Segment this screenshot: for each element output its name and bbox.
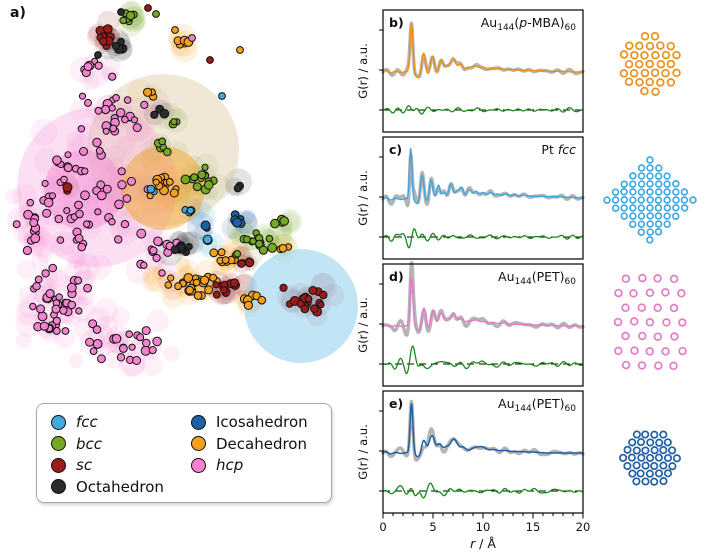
panel-frame-b xyxy=(382,9,584,133)
legend-item-bcc: bcc xyxy=(51,434,183,453)
x-tick-label-20: 20 xyxy=(576,520,591,534)
legend-item-decahedron: Decahedron xyxy=(191,434,308,453)
legend-swatch-bcc xyxy=(51,436,66,452)
panel-frame-c xyxy=(382,136,584,260)
x-tick-label-5: 5 xyxy=(429,520,436,534)
pdf-panels: b) Au144(p-MBA)60 G(r) / a.u. c) Pt fcc G(r) … xyxy=(356,9,590,551)
legend-label: hcp xyxy=(216,456,244,475)
panel-label-d: d) xyxy=(389,269,404,284)
y-axis-label-e: G(r) / a.u. xyxy=(356,424,370,479)
legend-item-octahedron: Octahedron xyxy=(51,477,183,496)
panel-e: e) Au144(PET)60 G(r) / a.u. xyxy=(356,390,585,514)
difference-curve-c xyxy=(382,228,584,249)
structure-image-b xyxy=(619,32,681,96)
cluster-bcc xyxy=(119,9,290,258)
panel-label-b: b) xyxy=(389,15,404,30)
scatter-singles xyxy=(94,4,244,100)
legend-swatch-fcc xyxy=(51,414,66,430)
fit-curve-d xyxy=(382,277,584,332)
legend-column-1: fcc bcc sc Octahedron xyxy=(51,413,183,496)
fit-curve-e xyxy=(382,403,584,458)
experimental-curve-d xyxy=(381,260,585,337)
x-tick-label-15: 15 xyxy=(526,520,541,534)
panel-label-c: c) xyxy=(389,142,402,157)
cluster-octahedron xyxy=(111,37,244,256)
x-axis-label: r / Å xyxy=(470,536,496,551)
cluster-fcc xyxy=(146,184,213,246)
legend-swatch-hcp xyxy=(191,457,206,473)
x-tick-label-10: 10 xyxy=(476,520,491,534)
panel-label-e: e) xyxy=(389,396,403,411)
fit-curve-c xyxy=(382,147,584,205)
panel-title-c: Pt fcc xyxy=(541,142,576,157)
fit-curve-b xyxy=(382,23,584,79)
cluster-icosahedron xyxy=(200,210,246,232)
legend-box: fcc bcc sc Octahedron Icosahedron Decahedron h… xyxy=(36,403,332,503)
structure-image-c xyxy=(603,156,697,244)
legend-label: Octahedron xyxy=(76,477,164,496)
legend-label: sc xyxy=(76,456,93,475)
panel-a-label: a) xyxy=(10,5,26,21)
legend-item-hcp: hcp xyxy=(191,456,308,475)
panel-frame-d xyxy=(382,263,584,387)
panel-b: b) Au144(p-MBA)60 G(r) / a.u. xyxy=(356,9,585,133)
structure-image-d xyxy=(613,273,687,371)
y-axis-label-d: G(r) / a.u. xyxy=(356,297,370,352)
experimental-curve-c xyxy=(381,153,585,208)
scatter-plot xyxy=(5,0,358,377)
cluster-hcp xyxy=(12,57,182,365)
panel-title-e: Au144(PET)60 xyxy=(498,396,576,414)
legend-label: Decahedron xyxy=(216,434,307,453)
x-tick-label-0: 0 xyxy=(379,520,386,534)
legend-swatch-sc xyxy=(51,457,66,473)
legend-swatch-octahedron xyxy=(51,479,66,495)
structure-images xyxy=(603,32,697,486)
panel-title-b: Au144(p-MBA)60 xyxy=(481,15,577,33)
panel-d: d) Au144(PET)60 G(r) / a.u. xyxy=(356,260,585,387)
difference-curve-d xyxy=(382,345,584,375)
difference-curve-e xyxy=(382,482,584,499)
cluster-decahedron xyxy=(143,35,293,310)
x-axis: 0 5 10 15 20 r / Å xyxy=(379,513,590,551)
difference-curve-b xyxy=(382,105,584,115)
structure-image-e xyxy=(619,430,681,486)
y-axis-label-c: G(r) / a.u. xyxy=(356,170,370,225)
y-axis-label-b: G(r) / a.u. xyxy=(356,43,370,98)
cluster-sc xyxy=(62,24,328,317)
legend-item-fcc: fcc xyxy=(51,413,183,432)
legend-label: fcc xyxy=(76,413,98,432)
legend-swatch-icosahedron xyxy=(191,414,206,430)
legend-column-2: Icosahedron Decahedron hcp xyxy=(191,413,308,492)
panel-c: c) Pt fcc G(r) / a.u. xyxy=(356,136,585,260)
legend-item-icosahedron: Icosahedron xyxy=(191,413,308,432)
legend-label: Icosahedron xyxy=(216,413,308,432)
legend-label: bcc xyxy=(76,434,103,453)
legend-swatch-decahedron xyxy=(191,436,206,452)
legend-item-sc: sc xyxy=(51,456,183,475)
panel-title-d: Au144(PET)60 xyxy=(498,269,576,287)
